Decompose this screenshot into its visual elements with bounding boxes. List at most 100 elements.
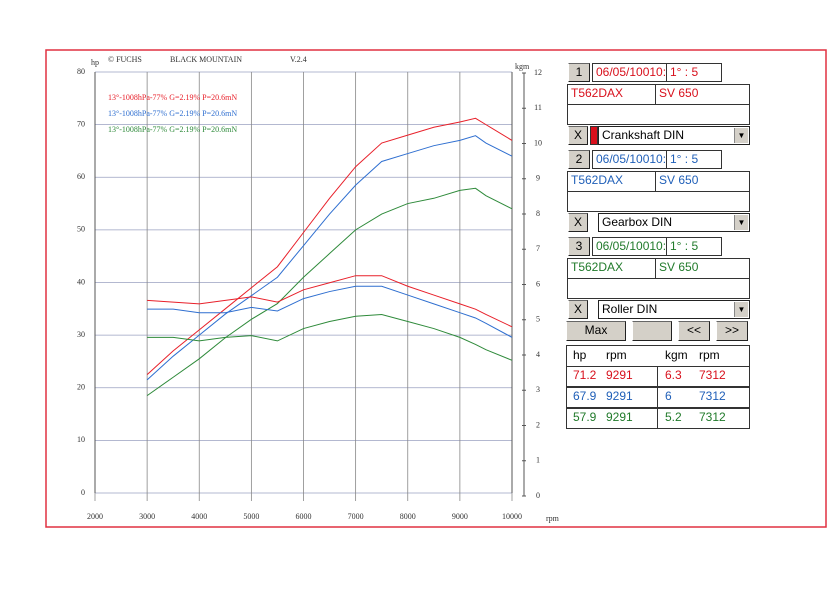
- y-tick-label: 10: [77, 435, 85, 444]
- x-tick-label: 3000: [139, 512, 155, 521]
- source-select[interactable]: Crankshaft DIN ▼: [598, 126, 750, 145]
- line-series: [147, 285, 513, 338]
- close-button[interactable]: X: [568, 300, 588, 319]
- table-cell: 67.9: [573, 389, 597, 403]
- x-tick-label: 4000: [191, 512, 207, 521]
- entry-blank: [567, 278, 750, 299]
- y-tick-label: 40: [77, 277, 85, 286]
- entry-model: SV 650: [655, 171, 750, 192]
- entry-ratio: 1° : 5: [666, 237, 722, 256]
- y2-tick-label: 1: [536, 456, 540, 465]
- icon-button[interactable]: [632, 321, 672, 341]
- legend-entry: 13°-1008hPa-77% G=2.19% P=20.6mN: [108, 93, 237, 102]
- table-row: [657, 408, 750, 429]
- entry-plate: T562DAX: [567, 171, 656, 192]
- entry-date: 06/05/10010:10: [592, 237, 679, 256]
- y-tick-label: 70: [77, 119, 85, 128]
- y2-tick-label: 10: [534, 138, 542, 147]
- y2-tick-label: 2: [536, 420, 540, 429]
- header-text: V.2.4: [290, 55, 307, 64]
- y2-tick-label: 3: [536, 385, 540, 394]
- y-tick-label: 60: [77, 172, 85, 181]
- x-tick-label: 10000: [502, 512, 522, 521]
- close-button[interactable]: X: [568, 126, 588, 145]
- table-cell: 7312: [699, 410, 726, 424]
- y-tick-label: 30: [77, 330, 85, 339]
- entry-model: SV 650: [655, 258, 750, 279]
- entry-date: 06/05/10010:10: [592, 150, 679, 169]
- y2-axis-label: kgm: [515, 62, 530, 71]
- x-tick-label: 5000: [243, 512, 259, 521]
- entry-blank: [567, 191, 750, 212]
- y2-tick-label: 4: [536, 350, 540, 359]
- entry-number[interactable]: 3: [568, 237, 590, 256]
- table-cell: 9291: [606, 368, 633, 382]
- x-tick-label: 2000: [87, 512, 103, 521]
- table-header: hp: [573, 348, 587, 362]
- entry-number[interactable]: 2: [568, 150, 590, 169]
- color-strip: [590, 126, 598, 145]
- dropdown-arrow[interactable]: ▼: [734, 302, 748, 317]
- dropdown-arrow[interactable]: ▼: [734, 128, 748, 143]
- y-tick-label: 50: [77, 225, 85, 234]
- y2-tick-label: 9: [536, 174, 540, 183]
- line-series: [147, 313, 513, 361]
- y-tick-label: 20: [77, 383, 85, 392]
- line-series: [146, 117, 513, 375]
- prev-button[interactable]: <<: [678, 321, 710, 341]
- y2-tick-label: 6: [536, 279, 540, 288]
- entry-ratio: 1° : 5: [666, 150, 722, 169]
- x-axis-label: rpm: [546, 514, 560, 523]
- legend-entry: 13°-1008hPa-77% G=2.19% P=20.6mN: [108, 125, 237, 134]
- table-cell: 6.3: [665, 368, 682, 382]
- table-cell: 5.2: [665, 410, 682, 424]
- table-cell: 71.2: [573, 368, 597, 382]
- table-row: [657, 387, 750, 408]
- y2-tick-label: 11: [534, 103, 542, 112]
- legend-entry: 13°-1008hPa-77% G=2.19% P=20.6mN: [108, 109, 237, 118]
- y-tick-label: 0: [81, 488, 85, 497]
- max-button[interactable]: Max: [566, 321, 626, 341]
- source-select[interactable]: Roller DIN ▼: [598, 300, 750, 319]
- dropdown-arrow[interactable]: ▼: [734, 215, 748, 230]
- entry-plate: T562DAX: [567, 258, 656, 279]
- y-axis-label: hp: [91, 58, 99, 67]
- entry-blank: [567, 104, 750, 125]
- next-button[interactable]: >>: [716, 321, 748, 341]
- frame: [45, 49, 827, 528]
- line-series: [146, 187, 513, 397]
- table-header: rpm: [699, 348, 720, 362]
- y2-tick-label: 5: [536, 315, 540, 324]
- table-row: [657, 366, 750, 387]
- table-cell: 7312: [699, 368, 726, 382]
- x-tick-label: 8000: [400, 512, 416, 521]
- table-header: rpm: [606, 348, 627, 362]
- x-tick-label: 7000: [348, 512, 364, 521]
- table-cell: 9291: [606, 410, 633, 424]
- table-cell: 57.9: [573, 410, 597, 424]
- table-cell: 7312: [699, 389, 726, 403]
- entry-ratio: 1° : 5: [666, 63, 722, 82]
- y2-tick-label: 7: [536, 244, 540, 253]
- entry-plate: T562DAX: [567, 84, 656, 105]
- source-select[interactable]: Gearbox DIN ▼: [598, 213, 750, 232]
- x-tick-label: 9000: [452, 512, 468, 521]
- entry-model: SV 650: [655, 84, 750, 105]
- entry-date: 06/05/10010:10: [592, 63, 679, 82]
- header-text: BLACK MOUNTAIN: [170, 55, 242, 64]
- y2-tick-label: 0: [536, 491, 540, 500]
- line-series: [146, 135, 513, 381]
- x-tick-label: 6000: [296, 512, 312, 521]
- line-series: [147, 275, 513, 328]
- close-button[interactable]: X: [568, 213, 588, 232]
- entry-number[interactable]: 1: [568, 63, 590, 82]
- table-header: kgm: [665, 348, 688, 362]
- table-cell: 9291: [606, 389, 633, 403]
- header-text: © FUCHS: [108, 55, 142, 64]
- table-cell: 6: [665, 389, 672, 403]
- y2-tick-label: 12: [534, 68, 542, 77]
- y-tick-label: 80: [77, 67, 85, 76]
- y2-tick-label: 8: [536, 209, 540, 218]
